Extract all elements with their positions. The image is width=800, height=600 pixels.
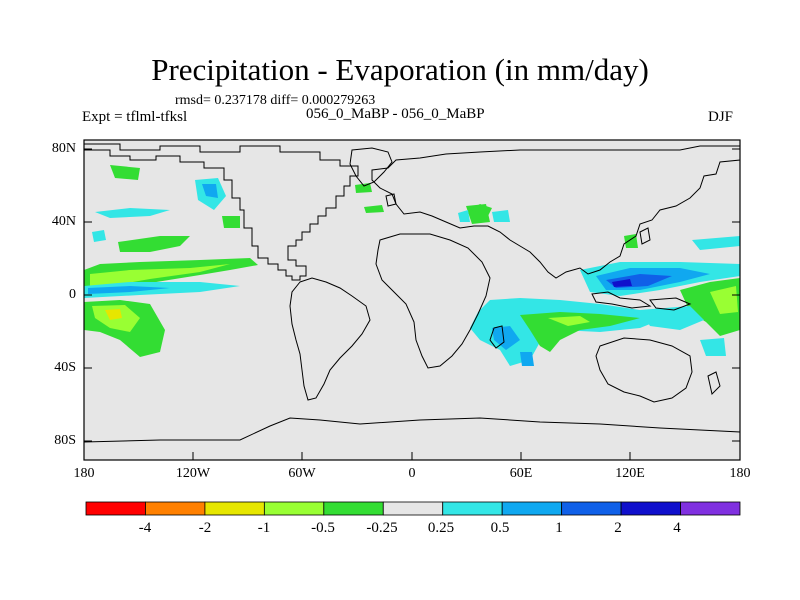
- coast-indonesia: [591, 291, 652, 309]
- colorbar-swatch: [85, 501, 146, 516]
- lon-label-180e: 180: [729, 466, 751, 481]
- contour-pacific-itcz-inner: [90, 264, 230, 290]
- colorbar-swatch: [442, 501, 503, 516]
- coast-eurasia: [371, 145, 741, 279]
- coast-greenland: [349, 147, 393, 187]
- colorbar: [85, 501, 741, 516]
- contour-south-cyan: [640, 306, 704, 330]
- coast-africa: [375, 233, 491, 369]
- lon-label-180w: 180: [73, 466, 95, 481]
- colorbar-label: 0.25: [427, 520, 455, 536]
- colorbar-label: 0.5: [490, 520, 510, 536]
- colorbar-swatch: [680, 501, 741, 516]
- contour-indian-inner: [548, 316, 590, 326]
- contour-north-green: [470, 204, 492, 216]
- contour-wpac-south-inner: [710, 286, 738, 314]
- coast-madagascar: [489, 325, 505, 349]
- coast-uk: [385, 193, 397, 207]
- colorbar-label: -4: [138, 520, 152, 536]
- lon-label-60w: 60W: [288, 466, 316, 481]
- colorbar-swatch: [561, 501, 622, 516]
- lon-label-60e: 60E: [509, 466, 533, 481]
- colorbar-label: -1: [257, 520, 271, 536]
- stats-label: rmsd= 0.237178 diff= 0.000279263: [175, 93, 376, 108]
- lon-label-120e: 120E: [615, 466, 645, 481]
- lat-ticks: [84, 148, 740, 442]
- colorbar-swatch: [620, 501, 681, 516]
- experiment-label: Expt = tflml-tfksl: [82, 109, 188, 125]
- contour-npac-cyan: [692, 236, 740, 250]
- contour-atlantic: [355, 183, 372, 193]
- colorbar-swatch: [204, 501, 265, 516]
- case-label: 056_0_MaBP - 056_0_MaBP: [306, 106, 485, 122]
- colorbar-swatch: [382, 501, 444, 516]
- contour-south-pacific-core: [105, 309, 122, 320]
- coast-japan: [639, 227, 651, 245]
- contour-np-small: [92, 230, 106, 242]
- contour-aleutian: [110, 165, 140, 180]
- colorbar-label: 2: [614, 520, 622, 536]
- colorbar-label: -2: [198, 520, 212, 536]
- colorbar-label: -0.5: [311, 520, 335, 536]
- contour-asia-cyan: [492, 210, 510, 222]
- contour-south-cyan2: [700, 338, 726, 356]
- contour-bc-green: [222, 216, 240, 228]
- coast-nz: [707, 371, 721, 395]
- coast-new-guinea: [649, 297, 692, 311]
- colorbar-swatch: [145, 501, 206, 516]
- lat-label-80n: 80N: [51, 141, 76, 156]
- contour-indian-blue2: [520, 352, 534, 366]
- lon-label-120w: 120W: [175, 466, 211, 481]
- lon-label-0: 0: [408, 466, 416, 481]
- contour-alaska-core: [202, 184, 218, 198]
- plot-title: Precipitation - Evaporation (in mm/day): [151, 52, 649, 87]
- contour-indian-green: [520, 312, 640, 352]
- lon-ticks: [83, 452, 741, 460]
- lat-label-80s: 80S: [54, 433, 76, 448]
- colorbar-swatch: [323, 501, 384, 516]
- contour-atlantic2: [364, 205, 384, 213]
- contour-med-cyan: [458, 210, 470, 222]
- colorbar-label: -0.25: [366, 520, 398, 536]
- lat-label-40s: 40S: [54, 360, 76, 375]
- colorbar-swatch: [501, 501, 563, 516]
- contour-np-west: [95, 208, 170, 218]
- lat-label-40n: 40N: [51, 214, 76, 229]
- colorbar-swatch: [263, 501, 325, 516]
- contour-equatorial-cyan: [84, 282, 240, 298]
- contour-wpac-core: [612, 279, 632, 287]
- contour-indian-blue: [492, 326, 520, 350]
- contour-equatorial-blue: [88, 286, 170, 294]
- ocean-background: [84, 140, 740, 460]
- contour-indian-cyan: [470, 298, 660, 366]
- colorbar-label: 1: [555, 520, 563, 536]
- season-label: DJF: [708, 109, 734, 125]
- coast-north-america: [84, 143, 359, 281]
- contour-fills: [84, 165, 740, 366]
- contour-north-pacific: [118, 236, 190, 252]
- colorbar-label: 4: [673, 520, 681, 536]
- coast-australia: [595, 337, 693, 403]
- coast-south-america: [289, 277, 371, 401]
- lat-label-0: 0: [69, 287, 76, 302]
